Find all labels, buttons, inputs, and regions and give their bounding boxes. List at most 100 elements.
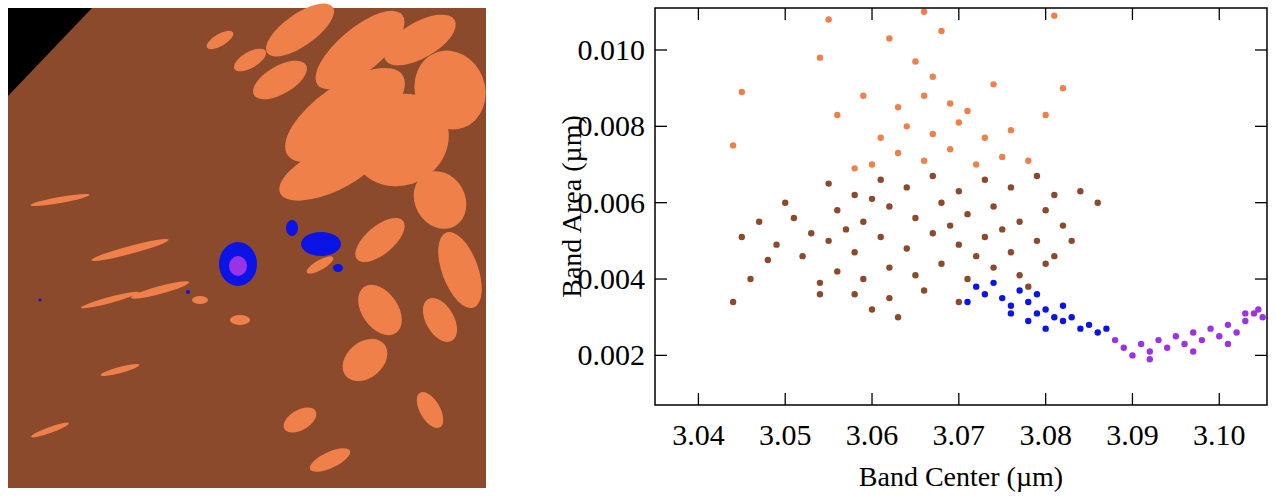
point — [860, 276, 866, 282]
point — [791, 215, 797, 221]
point — [1147, 356, 1153, 362]
point — [1034, 310, 1040, 316]
x-tick — [698, 8, 699, 20]
x-tick — [1219, 8, 1220, 20]
map-region — [334, 330, 395, 390]
map-background — [8, 8, 486, 488]
point — [782, 199, 788, 205]
point — [817, 280, 823, 286]
x-tick — [871, 8, 872, 20]
point — [1008, 184, 1014, 190]
point — [1042, 112, 1048, 118]
y-tick-label: 0.008 — [578, 109, 646, 142]
point — [860, 219, 866, 225]
map-region — [403, 162, 476, 239]
point — [938, 28, 944, 34]
x-tick — [785, 393, 786, 405]
map-region — [279, 402, 320, 437]
point — [1025, 299, 1031, 305]
point — [878, 234, 884, 240]
point — [1095, 329, 1101, 335]
map-region — [130, 278, 190, 301]
point — [990, 280, 996, 286]
map-region — [416, 292, 464, 348]
point — [973, 283, 979, 289]
point — [973, 161, 979, 167]
map-region — [186, 290, 190, 294]
point — [964, 211, 970, 217]
point — [878, 177, 884, 183]
map-region — [307, 443, 354, 476]
point — [1255, 306, 1261, 312]
point — [1034, 238, 1040, 244]
y-tick — [655, 355, 667, 356]
point — [817, 54, 823, 60]
map-region — [39, 299, 42, 302]
point — [956, 188, 962, 194]
point — [1016, 272, 1022, 278]
point — [956, 119, 962, 125]
point — [825, 238, 831, 244]
point — [990, 264, 996, 270]
point — [921, 287, 927, 293]
x-tick — [698, 393, 699, 405]
map-region — [286, 220, 298, 236]
x-tick — [1132, 8, 1133, 20]
point — [825, 16, 831, 22]
point — [1060, 85, 1066, 91]
point — [851, 249, 857, 255]
x-tick — [785, 8, 786, 20]
point — [1121, 345, 1127, 351]
point — [1225, 322, 1231, 328]
point — [860, 93, 866, 99]
point — [1008, 249, 1014, 255]
point — [930, 173, 936, 179]
y-tick — [1255, 49, 1267, 50]
point — [1060, 303, 1066, 309]
y-tick — [1255, 202, 1267, 203]
map-region — [271, 127, 389, 213]
point — [1077, 325, 1083, 331]
point — [1199, 337, 1205, 343]
point — [1207, 325, 1213, 331]
point — [1008, 127, 1014, 133]
y-tick-label: 0.010 — [578, 33, 646, 66]
point — [947, 222, 953, 228]
map-region — [348, 210, 412, 270]
y-tick-label: 0.004 — [578, 262, 646, 295]
point — [964, 299, 970, 305]
point — [1147, 348, 1153, 354]
point — [938, 199, 944, 205]
map-region — [30, 420, 70, 439]
point — [904, 245, 910, 251]
map-region — [30, 192, 90, 208]
point — [1112, 337, 1118, 343]
point — [851, 192, 857, 198]
point — [747, 276, 753, 282]
map-region — [219, 242, 257, 286]
point — [739, 89, 745, 95]
point — [739, 234, 745, 240]
point — [1155, 337, 1161, 343]
point — [808, 230, 814, 236]
point — [1173, 333, 1179, 339]
point — [834, 207, 840, 213]
point — [1129, 352, 1135, 358]
point — [1138, 341, 1144, 347]
point — [895, 314, 901, 320]
map-region — [90, 236, 169, 264]
x-tick — [958, 8, 959, 20]
point — [930, 230, 936, 236]
point — [834, 112, 840, 118]
point — [886, 35, 892, 41]
point — [1016, 287, 1022, 293]
point — [921, 93, 927, 99]
point — [930, 131, 936, 137]
point — [843, 226, 849, 232]
point — [1181, 341, 1187, 347]
map-region — [100, 362, 140, 378]
point — [973, 253, 979, 259]
point — [947, 100, 953, 106]
point — [1060, 222, 1066, 228]
x-tick-label: 3.06 — [846, 418, 899, 451]
